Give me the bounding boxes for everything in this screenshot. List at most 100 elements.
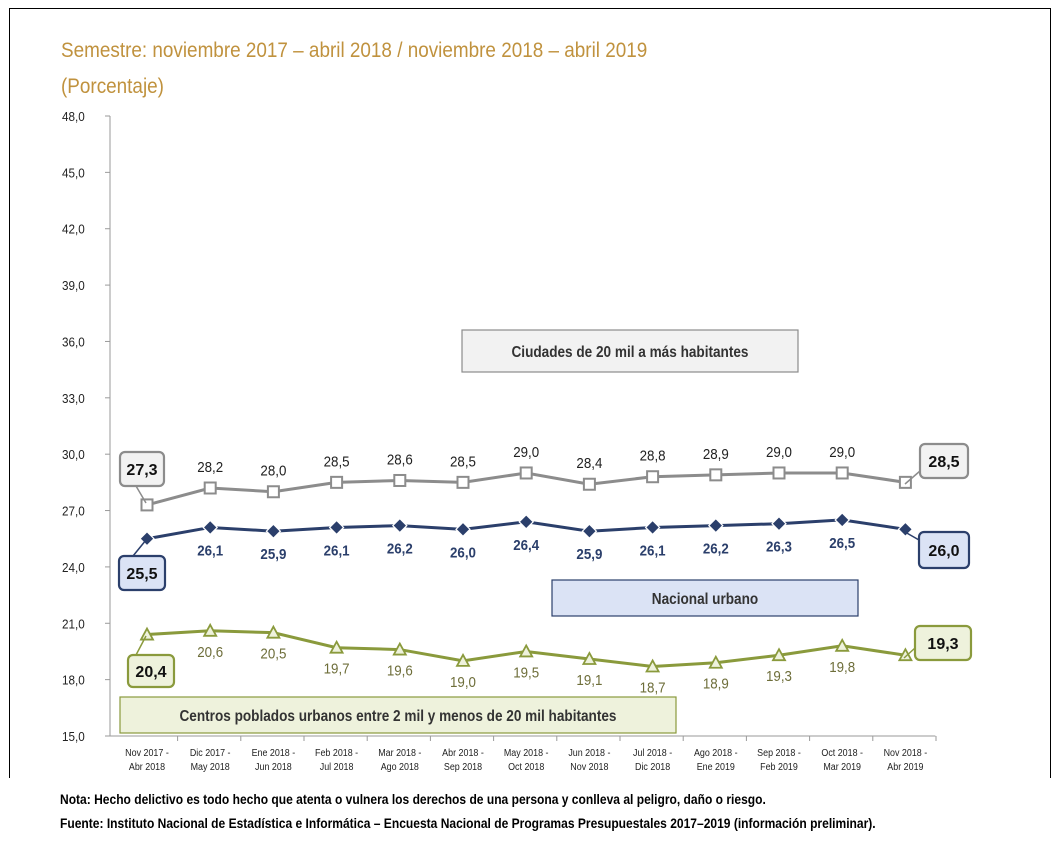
end-callouts: 27,3 28,5 25,5 26,0 20,4 19,3 [117,442,973,689]
callout-nacional-first: 25,5 [117,539,167,592]
data-label: 29,0 [766,443,792,460]
data-point-marker [328,519,345,536]
data-point-marker [202,519,219,536]
x-tick-label: Nov 2018 [570,761,608,773]
data-label: 20,5 [260,645,286,662]
y-tick-label: 15,0 [62,729,85,744]
callout-ciudades-first: 27,3 [118,450,166,504]
x-tick-label: Dic 2017 - [190,747,231,759]
data-label: 28,5 [928,454,959,471]
callout-centros-first: 20,4 [126,635,176,689]
x-tick-label: Nov 2018 - [884,747,928,759]
x-tick-label: Sep 2018 - [757,747,801,759]
data-label: 26,1 [324,542,350,559]
callout-leader [904,470,921,485]
data-point-marker [709,468,723,482]
data-label: 27,3 [126,462,157,479]
data-point-marker [518,513,535,530]
data-point-marker [266,485,280,499]
data-label: 25,9 [576,546,602,563]
callout-box [913,624,973,662]
data-point-marker [646,470,660,484]
data-label: 19,6 [387,662,413,679]
data-point-marker [834,637,850,652]
data-label: 20,4 [135,664,166,681]
x-tick-label: Abr 2018 - [442,747,484,759]
data-label: 26,2 [703,540,729,557]
callout-leader [135,485,147,504]
callout-box [126,653,176,689]
data-label: 19,7 [324,660,350,677]
series-centros [139,622,913,673]
data-label: 19,1 [576,671,602,688]
data-label: 19,3 [927,636,958,653]
data-label: 28,9 [703,445,729,462]
data-label: 28,4 [576,455,602,472]
data-label: 28,0 [260,462,286,479]
data-point-marker [582,477,596,491]
series-box-centros: Centros poblados urbanos entre 2 mil y m… [119,696,677,734]
x-tick-label: May 2018 - [504,747,549,759]
data-labels: 28,2 28,0 28,5 28,6 28,5 29,0 28,4 28,8 28,9 29,0… [197,443,855,695]
series-ciudades [140,466,912,512]
series-lines [139,466,914,673]
data-point-marker [330,475,344,489]
data-point-marker [519,466,533,480]
data-point-marker [391,517,408,534]
data-point-marker [898,475,912,489]
data-label: 26,2 [387,540,413,557]
data-point-marker [392,641,408,656]
data-label: 28,5 [450,453,476,470]
callout-box [118,450,166,488]
data-label: 28,2 [197,458,223,475]
data-point-marker [581,523,598,540]
data-point-marker [772,466,786,480]
data-point-marker [835,466,849,480]
x-tick-label: Jun 2018 - [568,747,610,759]
data-label: 28,8 [640,447,666,464]
data-point-marker [455,521,471,538]
x-tick-label: Oct 2018 [508,761,544,773]
data-point-marker [897,521,914,538]
data-point-marker [456,475,470,489]
x-tick-label: Mar 2019 [823,761,861,773]
data-point-marker [834,512,851,528]
chart-title: Semestre: noviembre 2017 – abril 2018 / … [61,39,648,62]
data-point-marker [645,658,661,673]
data-label: 28,5 [324,453,350,470]
callout-box [918,442,970,480]
data-point-marker [202,622,218,637]
series-box-bg [551,579,859,617]
data-point-marker [644,519,661,536]
y-tick-label: 33,0 [62,391,85,406]
x-tick-label: Nov 2017 - [125,747,169,759]
data-point-marker [393,473,407,487]
data-point-marker [518,643,534,658]
callout-leader [903,647,916,659]
x-tick-label: Feb 2019 [760,761,798,773]
x-tick-label: Ago 2018 - [694,747,738,759]
data-label: 26,0 [928,543,959,560]
data-point-marker [771,515,787,532]
x-tick-label: Jun 2018 [255,761,292,773]
data-label: 19,3 [766,668,792,685]
series-box-label: Centros poblados urbanos entre 2 mil y m… [180,708,617,725]
x-tick-label: Mar 2018 - [378,747,421,759]
data-point-marker [265,624,281,639]
x-tick-label: Ene 2018 - [252,747,296,759]
data-label: 18,9 [703,675,729,692]
data-point-marker [265,523,282,540]
y-tick-label: 27,0 [62,504,85,519]
series-name-boxes: Ciudades de 20 mil a más habitantes Nacio… [119,329,859,734]
data-label: 26,4 [513,536,539,553]
data-point-marker [707,517,724,534]
series-box-bg [461,329,799,373]
x-tick-label: Abr 2018 [129,761,165,773]
x-tick-label: Abr 2019 [887,761,923,773]
y-tick-label: 39,0 [62,279,85,294]
source-text: Fuente: Instituto Nacional de Estadístic… [60,815,876,831]
data-label: 28,6 [387,451,413,468]
callout-nacional-last: 26,0 [904,530,971,570]
data-label: 25,5 [126,566,157,583]
